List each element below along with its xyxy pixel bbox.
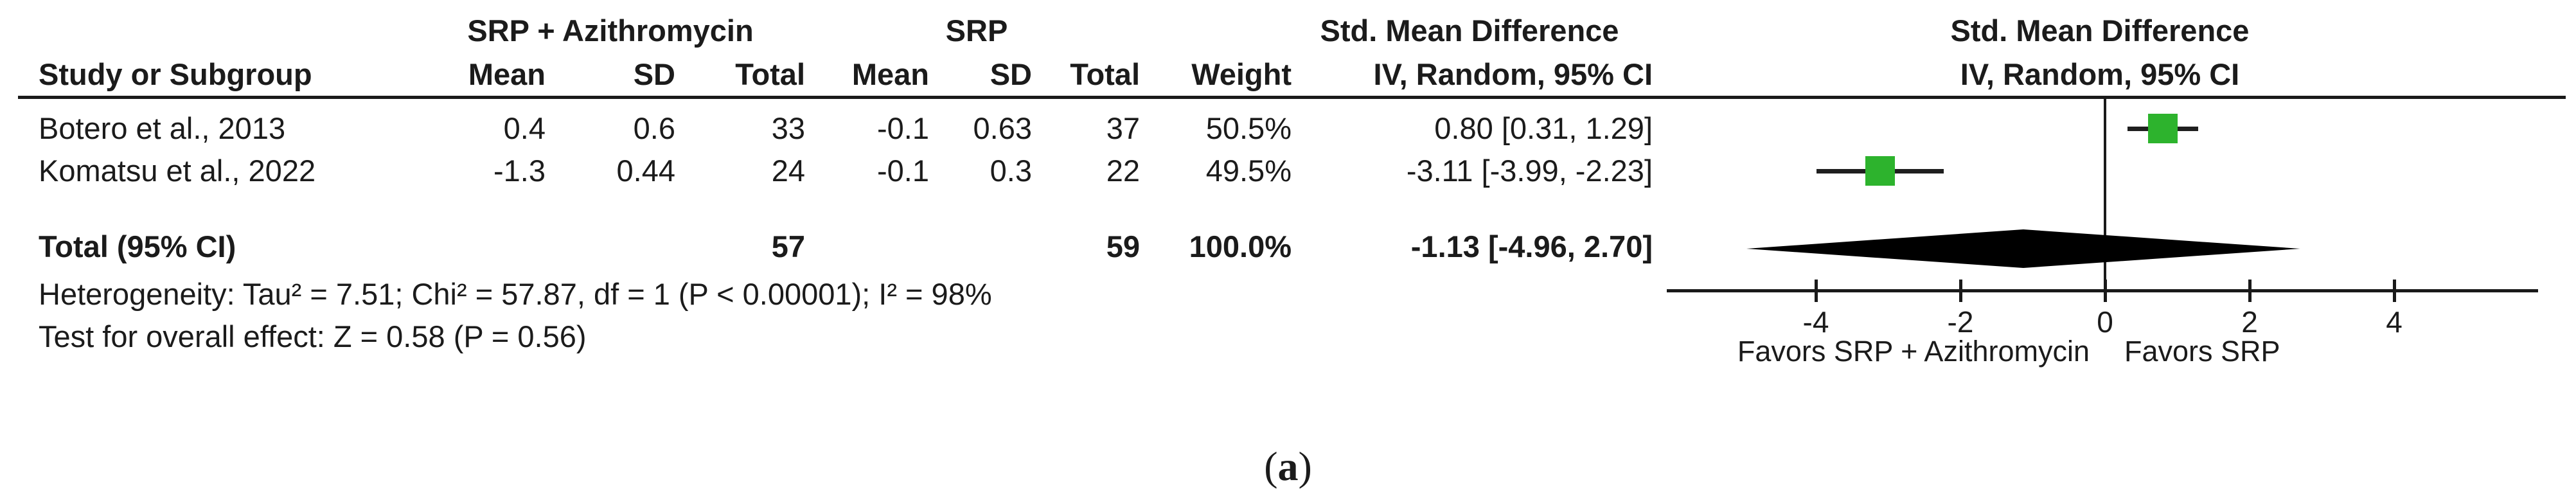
study-marker — [2148, 114, 2178, 143]
col-header-sd2: SD — [990, 57, 1032, 91]
cell-sd2: 0.63 — [973, 111, 1032, 145]
heterogeneity-text: Heterogeneity: Tau² = 7.51; Chi² = 57.87… — [39, 277, 992, 311]
study-marker — [1865, 156, 1896, 186]
tick-mark — [2393, 280, 2396, 302]
table-column-header-row: Study or Subgroup Mean SD Total Mean SD … — [0, 55, 2576, 94]
overall-effect-text: Test for overall effect: Z = 0.58 (P = 0… — [39, 319, 587, 353]
total-row-ci: -1.13 [-4.96, 2.70] — [1410, 229, 1653, 263]
col-header-total1: Total — [735, 57, 805, 91]
group-header-experimental: SRP + Azithromycin — [467, 13, 754, 48]
total-row-weight: 100.0% — [1189, 229, 1292, 263]
x-axis-line — [1667, 289, 2538, 292]
tick-mark — [2248, 280, 2252, 302]
plot-header-line2: IV, Random, 95% CI — [1960, 57, 2240, 91]
col-header-study: Study or Subgroup — [39, 57, 312, 91]
tick-mark — [1815, 280, 1818, 302]
cell-total2: 22 — [1106, 154, 1140, 188]
group-header-effect: Std. Mean Difference — [1320, 13, 1619, 48]
tick-label: -4 — [1802, 305, 1829, 339]
cell-ci: 0.80 [0.31, 1.29] — [1434, 111, 1653, 145]
cell-mean2: -0.1 — [877, 111, 929, 145]
study-name: Komatsu et al., 2022 — [39, 154, 316, 188]
tick-mark — [1959, 280, 1962, 302]
cell-sd2: 0.3 — [990, 154, 1032, 188]
col-header-mean1: Mean — [468, 57, 546, 91]
cell-mean1: 0.4 — [503, 111, 546, 145]
total-row-total1: 57 — [771, 229, 805, 263]
tick-mark — [2104, 280, 2107, 302]
caption-close-paren: ) — [1298, 443, 1312, 489]
total-row-total2: 59 — [1106, 229, 1140, 263]
cell-sd1: 0.44 — [616, 154, 675, 188]
col-header-total2: Total — [1070, 57, 1140, 91]
cell-mean2: -0.1 — [877, 154, 929, 188]
tick-label: 0 — [2097, 305, 2113, 339]
cell-total1: 24 — [771, 154, 805, 188]
col-header-ci: IV, Random, 95% CI — [1373, 57, 1653, 91]
cell-weight: 49.5% — [1205, 154, 1292, 188]
zero-line — [2104, 98, 2106, 292]
figure-caption: (a) — [0, 442, 2576, 490]
study-name: Botero et al., 2013 — [39, 111, 286, 145]
cell-ci: -3.11 [-3.99, -2.23] — [1406, 154, 1653, 188]
tick-label: 4 — [2386, 305, 2403, 339]
group-header-control: SRP — [945, 13, 1008, 48]
table-row: Komatsu et al., 2022 -1.3 0.44 24 -0.1 0.3 22 4… — [0, 152, 2576, 190]
header-divider-line — [18, 96, 2566, 99]
cell-sd1: 0.6 — [633, 111, 675, 145]
caption-open-paren: ( — [1264, 443, 1278, 489]
total-row: Total (95% CI) 57 59 100.0% -1.13 [-4.96… — [0, 227, 2576, 266]
total-row-label: Total (95% CI) — [39, 229, 236, 263]
cell-total2: 37 — [1106, 111, 1140, 145]
caption-letter: a — [1277, 443, 1299, 489]
table-row: Botero et al., 2013 0.4 0.6 33 -0.1 0.63 37 50.… — [0, 109, 2576, 148]
tick-label: -2 — [1947, 305, 1974, 339]
plot-header-line1: Std. Mean Difference — [1950, 13, 2250, 48]
col-header-sd1: SD — [633, 57, 675, 91]
table-group-header-row: SRP + Azithromycin SRP Std. Mean Differe… — [0, 12, 2576, 50]
cell-weight: 50.5% — [1205, 111, 1292, 145]
cell-total1: 33 — [771, 111, 805, 145]
tick-label: 2 — [2241, 305, 2258, 339]
favors-right-label: Favors SRP — [2124, 335, 2280, 368]
col-header-weight: Weight — [1191, 57, 1292, 91]
col-header-mean2: Mean — [851, 57, 929, 91]
favors-left-label: Favors SRP + Azithromycin — [1737, 335, 2090, 368]
cell-mean1: -1.3 — [493, 154, 546, 188]
